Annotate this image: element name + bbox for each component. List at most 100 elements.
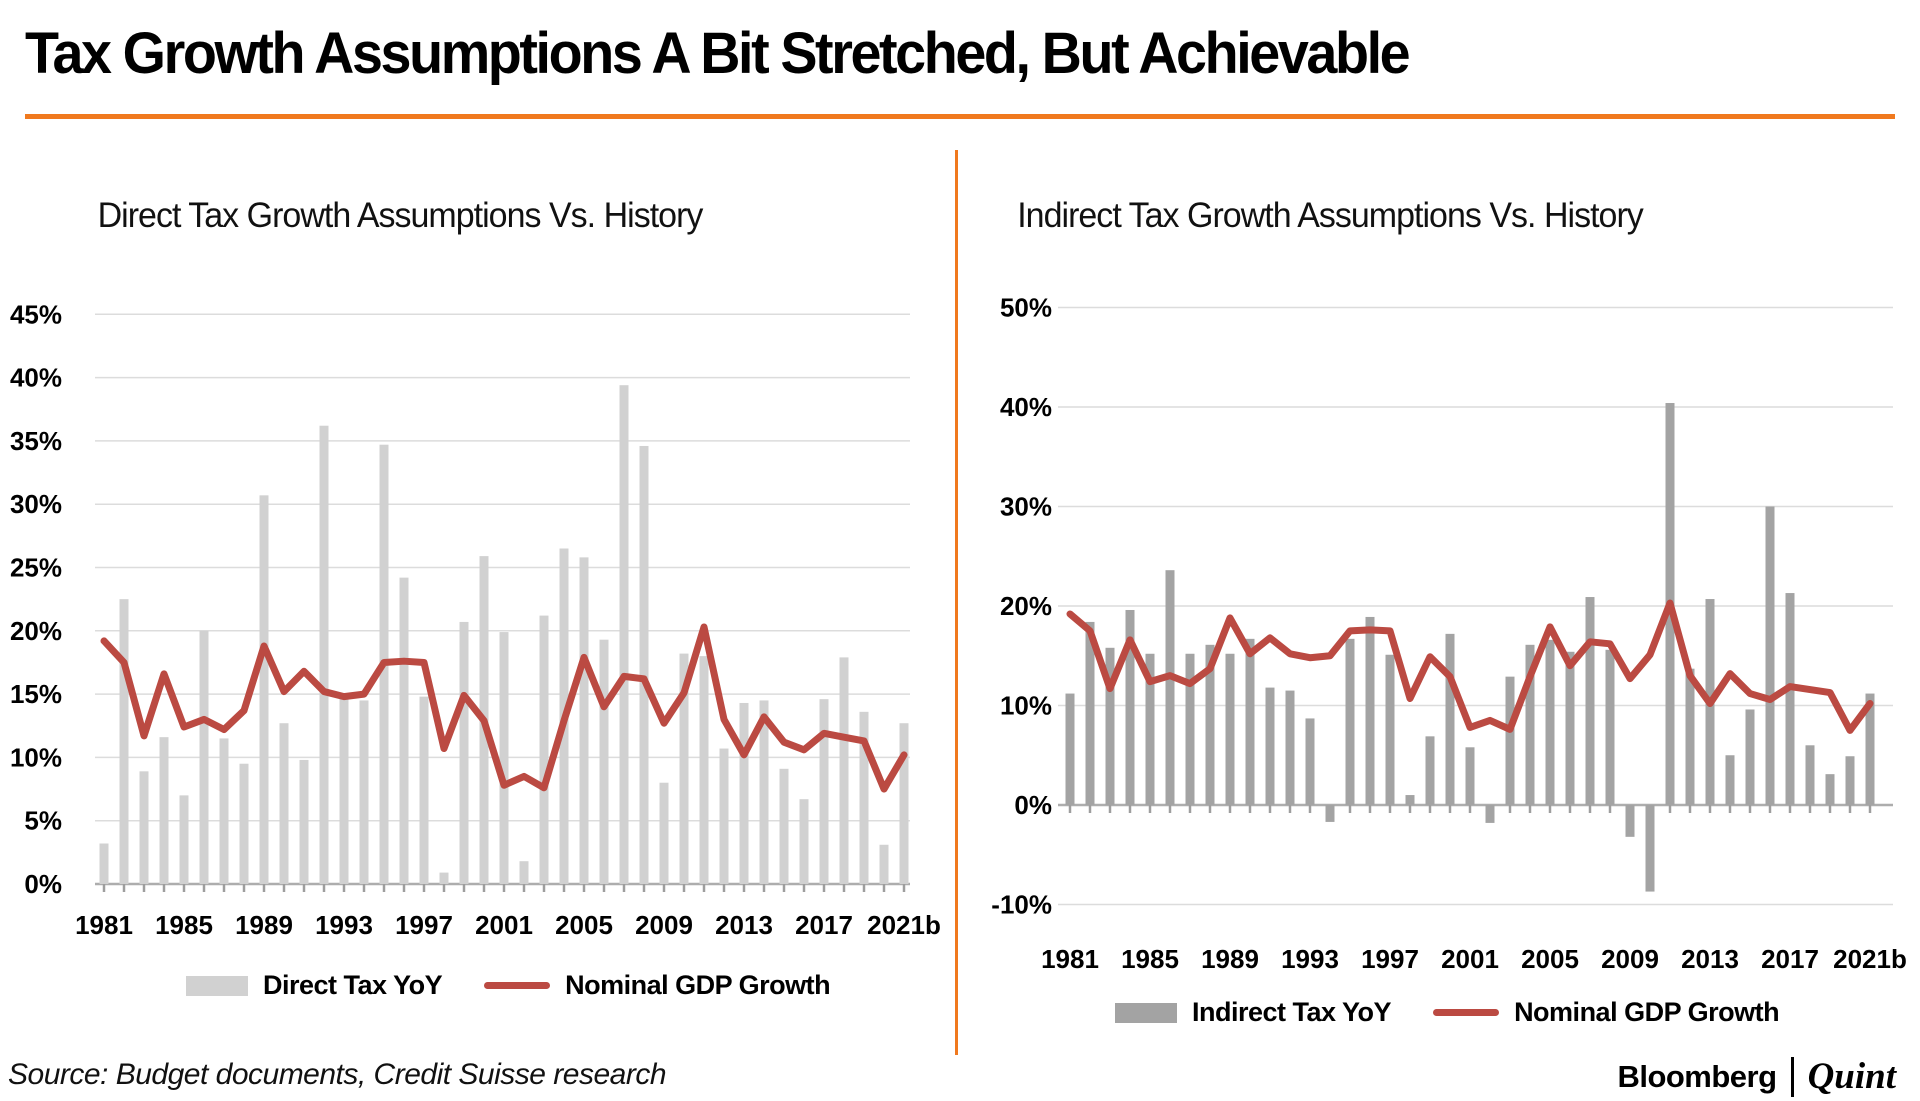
indirect-y-axis-label: 40% <box>1000 392 1052 422</box>
indirect-bar <box>1425 736 1435 805</box>
indirect-bar <box>1865 693 1875 805</box>
indirect-bar <box>1225 653 1235 805</box>
direct-x-axis-label: 1985 <box>155 910 213 940</box>
indirect-bar <box>1645 805 1655 892</box>
gdp-line-legend-label: Nominal GDP Growth <box>565 970 831 1000</box>
direct-y-axis-label: 5% <box>24 806 62 836</box>
indirect-bar <box>1365 616 1375 805</box>
direct-bar <box>179 795 189 884</box>
indirect-bar <box>1785 593 1795 805</box>
direct-bar <box>739 702 749 884</box>
direct-x-axis-label: 1993 <box>315 910 373 940</box>
indirect-y-axis-label: 50% <box>1000 293 1052 323</box>
direct-bar <box>419 696 429 884</box>
indirect-bar <box>1485 805 1495 823</box>
direct-x-axis-label: 2017 <box>795 910 853 940</box>
quint-logo: Quint <box>1807 1056 1896 1097</box>
direct-bar <box>299 759 309 884</box>
chart-divider <box>955 150 958 1055</box>
indirect-bar <box>1385 654 1395 805</box>
direct-bar <box>779 768 789 884</box>
indirect-y-axis-label: 10% <box>1000 691 1052 721</box>
direct-bar <box>839 657 849 884</box>
direct-bar <box>279 723 289 884</box>
indirect-bar <box>1065 693 1075 805</box>
direct-bar <box>679 653 689 884</box>
indirect-bar <box>1745 709 1755 805</box>
direct-bar <box>139 771 149 884</box>
direct-bar <box>879 844 889 884</box>
indirect-x-axis-label: 2013 <box>1681 944 1739 974</box>
direct-y-axis-label: 35% <box>10 426 62 456</box>
direct-bar <box>99 843 109 884</box>
indirect-bar <box>1805 745 1815 805</box>
direct-x-axis-label: 2001 <box>475 910 533 940</box>
direct-bar <box>119 599 129 884</box>
indirect-bar-swatch-icon <box>1115 1002 1177 1023</box>
indirect-bar <box>1085 621 1095 805</box>
indirect-bar <box>1165 570 1175 805</box>
indirect-bar <box>1845 756 1855 805</box>
indirect-bar <box>1765 506 1775 805</box>
direct-y-axis-label: 30% <box>10 489 62 519</box>
indirect-x-axis-label: 2005 <box>1521 944 1579 974</box>
indirect-x-axis-label: 1989 <box>1201 944 1259 974</box>
indirect-y-axis-label: 0% <box>1014 790 1052 820</box>
direct-bar <box>519 861 529 884</box>
direct-bar <box>439 872 449 884</box>
indirect-bar <box>1445 633 1455 805</box>
indirect-x-axis-label: 1981 <box>1041 944 1099 974</box>
indirect-bar <box>1265 687 1275 805</box>
indirect-y-axis-label: -10% <box>991 890 1052 920</box>
brand-logo: Bloomberg Quint <box>1617 1055 1896 1098</box>
indirect-bar <box>1245 638 1255 805</box>
direct-y-axis-label: 25% <box>10 553 62 583</box>
indirect-bar <box>1465 747 1475 805</box>
direct-bar <box>699 656 709 884</box>
indirect-bar <box>1185 653 1195 805</box>
direct-y-axis-label: 45% <box>10 299 62 329</box>
direct-x-axis-label: 2013 <box>715 910 773 940</box>
gdp-line-swatch-icon <box>1433 1009 1500 1016</box>
title-underline <box>25 114 1895 119</box>
direct-bar <box>159 737 169 884</box>
source-note: Source: Budget documents, Credit Suisse … <box>8 1058 667 1091</box>
direct-bar <box>659 782 669 884</box>
gdp-line-swatch-icon <box>484 982 551 989</box>
direct-bar <box>339 696 349 884</box>
bloomberg-logo: Bloomberg <box>1617 1058 1777 1094</box>
indirect-chart-title: Indirect Tax Growth Assumptions Vs. Hist… <box>1017 196 1644 235</box>
direct-bar <box>599 639 609 884</box>
direct-x-axis-label: 2005 <box>555 910 613 940</box>
indirect-bar <box>1565 651 1575 805</box>
direct-bar <box>799 799 809 884</box>
indirect-bar <box>1725 755 1735 805</box>
direct-x-axis-label: 2009 <box>635 910 693 940</box>
indirect-bar-legend-label: Indirect Tax YoY <box>1192 997 1392 1027</box>
direct-chart-legend: Direct Tax YoY Nominal GDP Growth <box>186 970 831 1001</box>
indirect-bar <box>1405 795 1415 805</box>
direct-bar <box>579 557 589 884</box>
page-title: Tax Growth Assumptions A Bit Stretched, … <box>25 21 1411 86</box>
direct-x-axis-label: 1997 <box>395 910 453 940</box>
direct-x-axis-label: 2021b <box>867 910 941 940</box>
indirect-x-axis-label: 1993 <box>1281 944 1339 974</box>
direct-chart-title: Direct Tax Growth Assumptions Vs. Histor… <box>97 196 704 235</box>
direct-bar-legend-label: Direct Tax YoY <box>263 970 443 1000</box>
direct-bar <box>719 748 729 884</box>
direct-bar <box>199 630 209 884</box>
indirect-bar <box>1145 653 1155 805</box>
direct-bar <box>759 700 769 884</box>
direct-bar <box>639 445 649 884</box>
direct-bar <box>359 700 369 884</box>
indirect-bar <box>1505 676 1515 805</box>
direct-y-axis-label: 15% <box>10 679 62 709</box>
indirect-x-axis-label: 1985 <box>1121 944 1179 974</box>
indirect-y-axis-label: 30% <box>1000 492 1052 522</box>
indirect-bar <box>1685 668 1695 805</box>
indirect-bar <box>1545 639 1555 805</box>
indirect-x-axis-label: 2001 <box>1441 944 1499 974</box>
indirect-bar <box>1825 774 1835 805</box>
indirect-gdp-line <box>1066 599 1874 734</box>
